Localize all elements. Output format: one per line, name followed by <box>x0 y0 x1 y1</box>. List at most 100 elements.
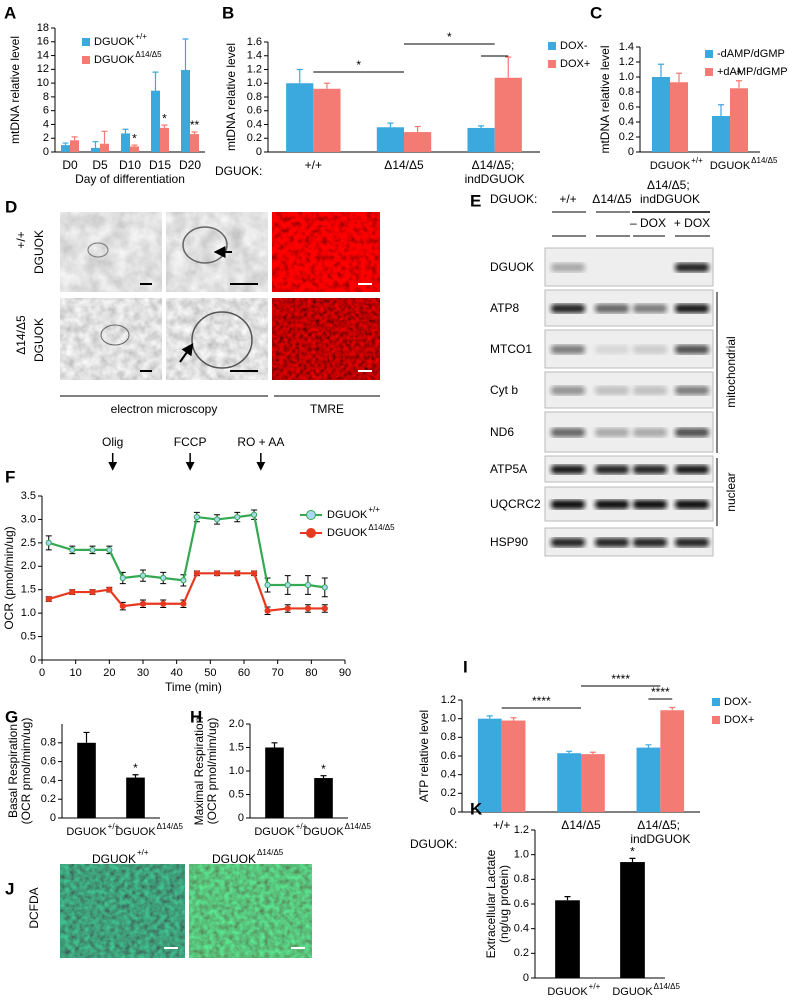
x-tick-label-superscript: Δ14/Δ5 <box>345 822 372 831</box>
bar <box>181 70 190 152</box>
x-tick-label: DGUOK <box>547 986 588 998</box>
organelle <box>87 242 109 258</box>
group-label: mitochondrial <box>724 336 738 407</box>
y-tick-label: 1.2 <box>514 824 529 836</box>
panel-e: E DGUOK: +/+ Δ14/Δ5 Δ14/Δ5; indDGUOK – D… <box>470 178 738 557</box>
blot-band <box>633 304 667 313</box>
y-tick-label: 0 <box>256 146 262 158</box>
x-tick-label: 0 <box>39 667 45 679</box>
panel-letter: I <box>463 657 468 676</box>
significance-label: * <box>630 845 635 859</box>
error-bar <box>669 706 676 711</box>
significance-label: **** <box>611 672 630 686</box>
legend-label: DGUOK <box>94 36 135 48</box>
y-tick-label: 0.6 <box>41 756 56 768</box>
x-tick-label: 20 <box>103 667 115 679</box>
blot-band <box>675 345 709 354</box>
organelle <box>182 226 228 264</box>
row-label: Δ14/Δ5 <box>14 315 28 355</box>
blot-band <box>551 538 585 547</box>
protein-label: Cyt b <box>490 383 518 397</box>
error-bar <box>271 742 278 748</box>
blot-band <box>595 345 629 354</box>
bar <box>126 777 145 818</box>
method-label: TMRE <box>310 402 344 416</box>
blot-band <box>633 538 667 547</box>
legend-swatch <box>712 716 720 724</box>
x-tick-label: 70 <box>272 667 284 679</box>
blot-band <box>633 465 667 474</box>
error-bar <box>486 715 493 719</box>
y-axis-label: Extracellular Lactate <box>484 849 498 958</box>
bar <box>581 754 605 812</box>
error-bar <box>718 104 724 116</box>
bar <box>91 147 100 152</box>
point <box>264 607 271 614</box>
error-bar <box>414 125 421 133</box>
legend-swatch <box>712 698 720 706</box>
error-bar <box>658 63 664 77</box>
point <box>119 603 126 610</box>
point <box>69 588 76 596</box>
bar <box>670 82 688 152</box>
x-tick-label: DGUOK <box>66 826 107 838</box>
protein-label: ND6 <box>490 425 514 439</box>
error-bar <box>676 72 682 83</box>
sample-label-superscript: +/+ <box>137 848 149 857</box>
blot-band <box>675 263 709 272</box>
significance-label: * <box>321 762 326 776</box>
significance-label: * <box>133 761 138 775</box>
y-tick-label: 0.4 <box>41 774 56 786</box>
error-bar <box>387 122 394 128</box>
blot-band <box>595 428 629 437</box>
x-tick-label: DGUOK <box>303 826 344 838</box>
point <box>213 516 221 523</box>
x-tick-label: +/+ <box>493 818 510 832</box>
y-tick-label: 0.6 <box>514 898 529 910</box>
organelle <box>100 324 130 346</box>
y-tick-label: 1.2 <box>247 63 262 75</box>
point <box>160 600 167 607</box>
label-line: indDGUOK <box>465 172 525 186</box>
error-bar <box>152 71 159 91</box>
y-tick-label: 0.8 <box>247 91 262 103</box>
protein-label: DGUOK <box>490 260 534 274</box>
y-tick-label: 1.0 <box>21 607 36 619</box>
lane-label: Δ14/Δ5; indDGUOK <box>640 178 700 206</box>
blot-band <box>551 500 585 509</box>
y-tick-label: 1.4 <box>619 41 634 53</box>
panel-letter: K <box>470 799 483 818</box>
blot-band <box>633 386 667 395</box>
point <box>106 546 113 553</box>
y-tick-label: 0.6 <box>441 750 456 762</box>
panel-letter: C <box>590 3 602 22</box>
treatment-label: Olig <box>102 435 123 449</box>
point <box>304 605 312 612</box>
legend-swatch <box>82 38 90 46</box>
protein-label: HSP90 <box>490 535 528 549</box>
x-tick-label: DGUOK <box>612 986 653 998</box>
legend-label: DOX+ <box>560 58 590 70</box>
y-tick-label: 0.4 <box>247 118 262 130</box>
bar <box>130 146 139 152</box>
organelle <box>191 311 253 369</box>
point <box>193 513 200 521</box>
point <box>321 584 328 591</box>
point <box>193 570 200 577</box>
error-bar <box>296 68 303 84</box>
point <box>234 570 241 577</box>
bar <box>557 753 581 812</box>
x-tick-label: Δ14/Δ5 <box>561 818 601 832</box>
error-bar <box>191 131 198 135</box>
label-line: indDGUOK <box>630 832 690 846</box>
y-axis-label: ATP relative level <box>417 710 431 802</box>
legend-swatch <box>82 56 90 64</box>
x-axis-label: Time (min) <box>165 680 222 694</box>
lane-label: +/+ <box>559 192 576 206</box>
x-tick-label: Δ14/Δ5 <box>384 158 424 172</box>
y-tick-label: 0.4 <box>514 923 529 935</box>
error-bar <box>564 896 571 901</box>
bar <box>314 778 333 818</box>
error-bar <box>92 141 99 148</box>
error-bar <box>122 128 129 134</box>
